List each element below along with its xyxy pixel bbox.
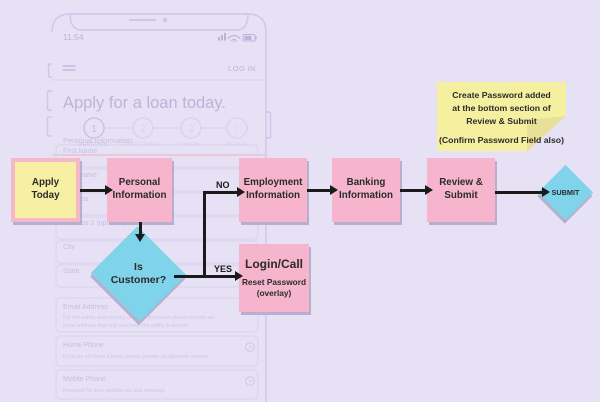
svg-text:If you do not have a home phon: If you do not have a home phone provide …: [63, 354, 208, 360]
svg-text:Home Phone: Home Phone: [63, 342, 104, 349]
svg-text:Apply for a loan today.: Apply for a loan today.: [63, 94, 226, 112]
svg-text:First Name: First Name: [63, 148, 97, 155]
svg-text:?: ?: [248, 380, 251, 386]
svg-text:1: 1: [91, 124, 97, 135]
svg-text:Mobile Phone: Mobile Phone: [63, 376, 106, 383]
svg-text:11:54: 11:54: [63, 32, 84, 42]
svg-text:?: ?: [248, 346, 251, 352]
svg-text:Personal Information: Personal Information: [63, 136, 132, 145]
svg-text:!: !: [236, 124, 239, 135]
svg-text:City: City: [63, 244, 76, 251]
svg-text:2: 2: [140, 124, 146, 135]
svg-text:Email Address: Email Address: [63, 304, 108, 311]
svg-text:State: State: [63, 268, 79, 275]
svg-text:email address that only you ha: email address that only you have the abi…: [63, 323, 190, 329]
svg-text:Required for loan updates via: Required for loan updates via text messa…: [63, 388, 165, 394]
svg-text:3: 3: [188, 124, 194, 135]
svg-text:LOG IN: LOG IN: [228, 64, 256, 73]
